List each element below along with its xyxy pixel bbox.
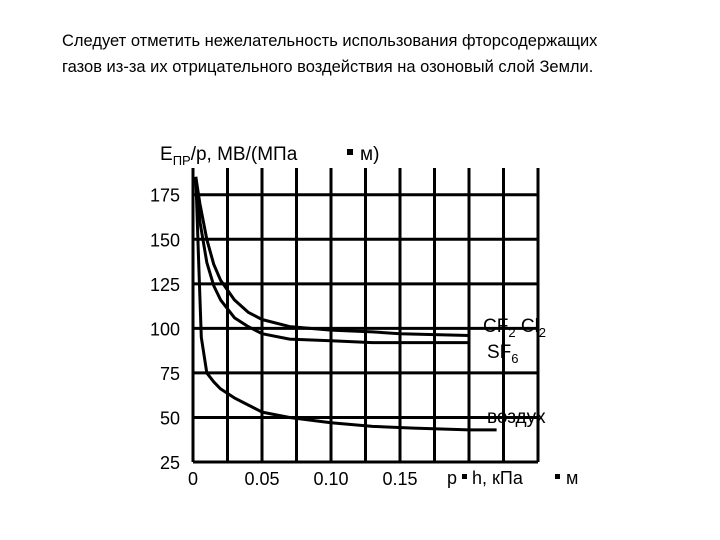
x-tick-label: 0.10 [313,469,348,489]
x-axis-label-rest: h, кПа [472,468,524,488]
x-axis-label-dot-2 [555,474,560,479]
y-tick-label: 50 [160,408,180,428]
curve-air [194,176,497,432]
y-tick-label: 175 [150,186,180,206]
x-tick-labels: 0 0.05 0.10 0.15 [188,469,418,489]
y-tick-labels: 25 50 75 100 125 150 175 [150,186,180,473]
series-label-cf2cl2: CF2 Cl2 [483,316,546,340]
x-tick-label: 0.15 [382,469,417,489]
y-tick-label: 125 [150,275,180,295]
y-tick-label: 150 [150,230,180,250]
y-axis-label: EПР/p, МВ/(МПа [160,144,298,168]
y-tick-label: 100 [150,319,180,339]
y-tick-label: 25 [160,453,180,473]
slide-text-line-1: Следует отметить нежелательность использ… [62,32,598,50]
x-axis-label-unit: м [566,468,578,488]
chart-curves [194,176,497,432]
x-axis-label-dot [462,474,467,479]
x-tick-label: 0 [188,469,198,489]
y-tick-label: 75 [160,364,180,384]
y-axis-label-dot [347,149,353,155]
series-label-air: воздух [487,407,546,428]
x-axis-label: p [447,468,457,488]
series-label-sf6: SF6 [487,342,519,366]
x-tick-label: 0.05 [244,469,279,489]
y-axis-label-unit: м) [360,144,379,165]
slide-text: Следует отметить нежелательность использ… [62,28,682,80]
slide-text-line-2: газов из-за их отрицательного воздействи… [62,58,594,76]
